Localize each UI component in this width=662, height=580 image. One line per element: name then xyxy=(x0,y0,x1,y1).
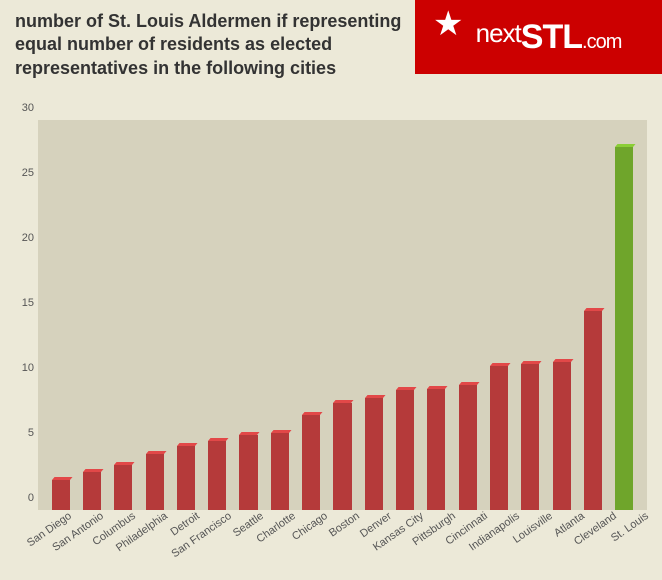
bar xyxy=(427,389,445,510)
x-label-slot: Indianapolis xyxy=(487,510,519,580)
y-tick-label: 0 xyxy=(28,492,34,504)
bar xyxy=(615,147,633,510)
bar-slot xyxy=(610,120,639,510)
plot-area xyxy=(38,120,647,510)
x-label-slot: Louisville xyxy=(519,510,551,580)
x-label-slot: Philadelphia xyxy=(134,510,166,580)
bar-slot xyxy=(297,120,326,510)
bar xyxy=(114,465,132,511)
bar xyxy=(302,415,320,510)
bar-slot xyxy=(203,120,232,510)
bar-slot xyxy=(453,120,482,510)
x-axis-label: Chicago xyxy=(290,510,330,543)
bar xyxy=(177,446,195,510)
bar-slot xyxy=(46,120,75,510)
brand-next: next xyxy=(476,18,521,48)
bar xyxy=(459,385,477,510)
bar xyxy=(365,398,383,510)
star-icon: ★ xyxy=(433,4,463,44)
brand-dotcom: .com xyxy=(582,31,621,53)
bar-slot xyxy=(109,120,138,510)
bar xyxy=(271,433,289,510)
x-label-slot: Chicago xyxy=(294,510,326,580)
bar-slot xyxy=(234,120,263,510)
bar-slot xyxy=(484,120,513,510)
brand-stl: STL xyxy=(521,18,582,56)
bar-slot xyxy=(422,120,451,510)
y-tick-label: 5 xyxy=(28,427,34,439)
bar-chart: 051015202530 xyxy=(10,120,652,510)
chart-title: number of St. Louis Aldermen if represen… xyxy=(15,0,415,80)
bars-container xyxy=(46,120,639,510)
x-label-slot: Boston xyxy=(326,510,358,580)
x-label-slot: Seattle xyxy=(230,510,262,580)
bar-slot xyxy=(140,120,169,510)
x-axis-labels: San DiegoSan AntonioColumbusPhiladelphia… xyxy=(38,510,647,580)
bar xyxy=(239,435,257,510)
x-axis-label: Boston xyxy=(327,510,362,539)
bar xyxy=(83,472,101,510)
x-label-slot: San Francisco xyxy=(198,510,230,580)
y-axis: 051015202530 xyxy=(10,120,36,510)
bar xyxy=(52,480,70,510)
bar-slot xyxy=(359,120,388,510)
bar-slot xyxy=(390,120,419,510)
x-label-slot: Charlotte xyxy=(262,510,294,580)
x-label-slot: St. Louis xyxy=(615,510,647,580)
bar-slot xyxy=(516,120,545,510)
y-tick-label: 20 xyxy=(22,232,34,244)
y-tick-label: 30 xyxy=(22,102,34,114)
brand-logo: ★ nextSTL.com xyxy=(415,0,662,74)
bar xyxy=(584,311,602,510)
bar-slot xyxy=(265,120,294,510)
bar xyxy=(553,362,571,510)
bar xyxy=(521,364,539,510)
bar xyxy=(333,403,351,510)
bar-slot xyxy=(578,120,607,510)
bar-slot xyxy=(547,120,576,510)
bar xyxy=(208,441,226,510)
bar-slot xyxy=(171,120,200,510)
bar-slot xyxy=(328,120,357,510)
y-tick-label: 15 xyxy=(22,297,34,309)
brand-text: nextSTL.com xyxy=(476,18,622,57)
x-label-slot: Cleveland xyxy=(583,510,615,580)
bar xyxy=(146,454,164,510)
x-axis-label: St. Louis xyxy=(609,510,651,544)
bar xyxy=(396,390,414,510)
bar-slot xyxy=(77,120,106,510)
bar xyxy=(490,366,508,510)
header: number of St. Louis Aldermen if represen… xyxy=(0,0,662,80)
y-tick-label: 25 xyxy=(22,167,34,179)
y-tick-label: 10 xyxy=(22,362,34,374)
